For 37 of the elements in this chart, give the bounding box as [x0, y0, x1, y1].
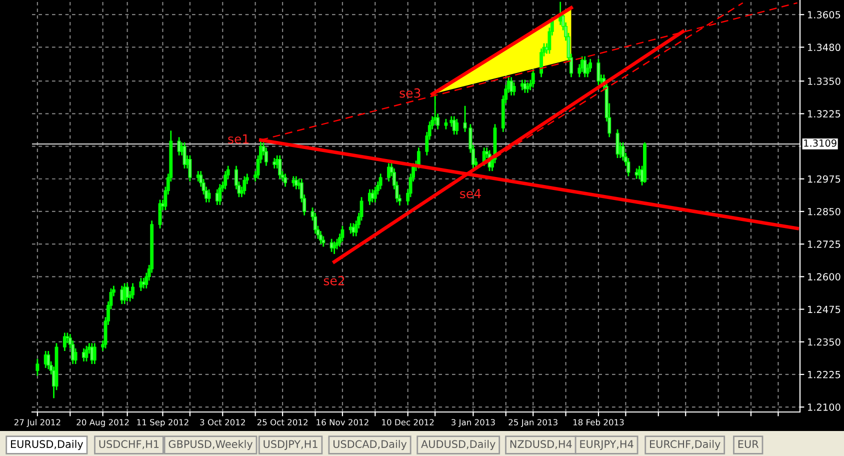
x-tick-label: 11 Sep 2012 [137, 419, 188, 428]
text: USDCHF,H1 [99, 440, 159, 450]
x-tick-label: 18 Feb 2013 [573, 418, 624, 426]
ref-line-label: 1.3109 [804, 139, 836, 147]
x-tick-label: 27 Jul 2012 [14, 418, 60, 427]
text: AUDUSD,Daily [421, 440, 496, 450]
text: EUR [738, 440, 759, 448]
x-tick-label: 3 Jan 2013 [452, 419, 495, 427]
x-tick-label: 25 Jan 2013 [508, 419, 558, 427]
y-tick-label: 1.2475 [808, 306, 840, 314]
text: EURUSD,Daily [11, 440, 84, 450]
y-tick-label: 1.2350 [808, 338, 840, 346]
y-tick-label: 1.2100 [808, 404, 840, 411]
y-tick-label: 1.3480 [808, 44, 840, 52]
x-tick-label: 20 Aug 2012 [76, 419, 129, 428]
text: NZDUSD,H4 [510, 440, 572, 450]
annotation: se1 [228, 134, 248, 144]
text: EURJPY,H4 [580, 440, 634, 450]
text: EURCHF,Daily [650, 440, 720, 450]
y-tick-label: 1.2600 [808, 273, 840, 280]
text: GBPUSD,Weekly [168, 440, 253, 450]
y-tick-label: 1.2225 [808, 370, 840, 378]
x-tick-label: 10 Dec 2012 [382, 419, 434, 426]
y-tick-label: 1.3350 [808, 78, 840, 85]
y-tick-label: 1.3225 [808, 110, 840, 118]
x-tick-label: 16 Nov 2012 [316, 419, 368, 426]
y-tick-label: 1.2725 [808, 240, 840, 248]
y-tick-label: 1.2850 [808, 208, 840, 216]
annotation: se4 [460, 188, 481, 198]
annotation: se2 [324, 276, 344, 286]
x-tick-label: 3 Oct 2012 [200, 419, 245, 426]
annotation: se3 [400, 88, 420, 98]
text: USDCAD,Daily [334, 440, 407, 450]
x-tick-label: 25 Oct 2012 [257, 419, 308, 426]
y-tick-label: 1.3605 [808, 11, 840, 18]
text: USDJPY,H1 [264, 440, 318, 450]
y-tick-label: 1.2975 [808, 175, 840, 183]
